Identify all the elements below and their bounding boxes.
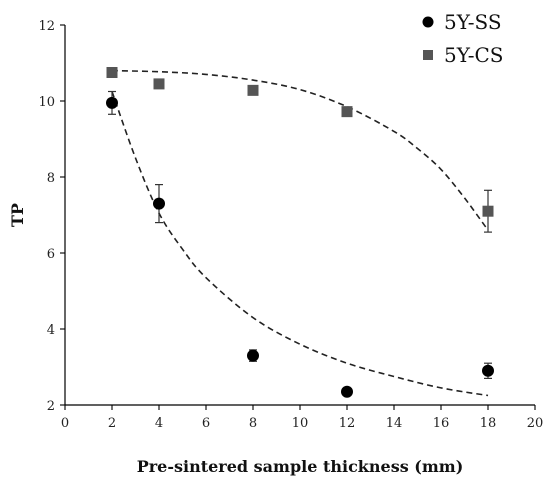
y-axis-title: TP — [8, 203, 27, 227]
x-tick-label: 14 — [386, 416, 403, 431]
data-point-5y-ss — [153, 197, 165, 210]
legend-label-5y-ss: 5Y-SS — [444, 10, 502, 34]
x-tick-label: 20 — [527, 416, 544, 431]
x-ticks: 0 2 4 6 8 10 12 14 16 18 20 — [61, 405, 543, 431]
y-tick-label: 4 — [47, 323, 55, 338]
y-tick-label: 2 — [47, 399, 55, 414]
x-tick-label: 8 — [249, 416, 257, 431]
y-ticks: 2 4 6 8 10 12 — [38, 19, 65, 414]
y-tick-label: 12 — [38, 19, 55, 34]
data-point-5y-ss — [482, 364, 494, 377]
data-point-5y-ss — [341, 385, 353, 398]
plot-area — [64, 25, 535, 406]
x-tick-label: 4 — [155, 416, 163, 431]
fit-lines — [111, 69, 489, 397]
data-point-5y-cs — [153, 78, 165, 90]
legend-marker-5y-ss — [422, 16, 434, 28]
data-point-5y-cs — [341, 106, 353, 118]
legend-marker-5y-cs — [423, 50, 433, 60]
data-point-5y-cs — [247, 84, 259, 96]
data-points — [106, 67, 494, 398]
data-point-5y-cs — [106, 67, 118, 78]
data-point-5y-cs — [482, 205, 494, 217]
x-tick-label: 6 — [202, 416, 210, 431]
x-tick-label: 18 — [480, 416, 497, 431]
fit-line-5y-ss — [111, 91, 489, 397]
x-axis-title: Pre-sintered sample thickness (mm) — [137, 457, 464, 476]
y-tick-label: 10 — [38, 95, 55, 110]
x-tick-label: 2 — [108, 416, 116, 431]
x-tick-label: 10 — [292, 416, 309, 431]
x-tick-label: 0 — [61, 416, 69, 431]
data-point-5y-ss — [106, 96, 118, 109]
x-tick-label: 12 — [339, 416, 356, 431]
error-bars — [108, 90, 492, 379]
data-point-5y-ss — [247, 349, 259, 362]
legend-label-5y-cs: 5Y-CS — [444, 43, 504, 67]
y-tick-label: 6 — [47, 247, 55, 262]
legend: 5Y-SS 5Y-CS — [422, 10, 504, 67]
x-tick-label: 16 — [433, 416, 450, 431]
fit-line-5y-cs — [111, 69, 489, 231]
y-tick-label: 8 — [47, 171, 55, 186]
